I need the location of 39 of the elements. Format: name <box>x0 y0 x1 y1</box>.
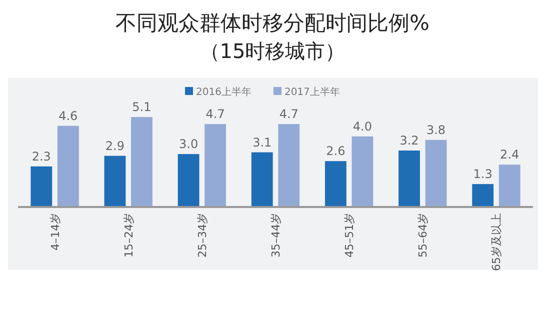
data-label: 5.1 <box>132 100 152 114</box>
data-label: 2.4 <box>500 148 520 162</box>
bar <box>251 152 273 207</box>
bar <box>278 124 300 207</box>
data-label: 4.6 <box>58 108 78 123</box>
legend-label: 2016上半年 <box>196 86 252 98</box>
data-label: 3.0 <box>179 137 198 152</box>
bar <box>204 124 226 207</box>
x-tick-label: 65岁及以上 <box>490 213 504 271</box>
legend-label: 2017上半年 <box>284 86 340 98</box>
data-label: 4.0 <box>352 119 372 134</box>
bar <box>131 117 152 207</box>
x-tick-label: 25–34岁 <box>196 213 209 258</box>
bar <box>398 150 420 207</box>
chart-subtitle: （15时移城市） <box>200 39 346 63</box>
chart-title: 不同观众群体时移分配时间比例% <box>116 11 430 35</box>
x-tick-label: 45–51岁 <box>343 213 356 258</box>
x-tick-label: 55–64岁 <box>416 213 430 258</box>
x-tick-label: 15–24岁 <box>122 213 136 258</box>
bar <box>352 136 374 207</box>
bar <box>178 154 200 207</box>
data-label: 3.8 <box>426 122 446 137</box>
x-tick-label: 4–14岁 <box>48 213 62 250</box>
bar <box>425 140 447 207</box>
x-tick-label: 35–44岁 <box>270 213 282 258</box>
data-label: 3.1 <box>252 135 272 150</box>
bar <box>472 184 494 207</box>
data-label: 2.6 <box>326 144 346 158</box>
data-label: 2.9 <box>105 138 125 153</box>
data-label: 1.3 <box>473 167 492 182</box>
bar <box>30 166 52 207</box>
bar <box>324 161 346 207</box>
data-label: 2.3 <box>32 149 51 164</box>
bar <box>57 126 79 207</box>
bar <box>104 156 126 207</box>
bar <box>498 164 520 207</box>
data-label: 3.2 <box>400 134 419 148</box>
data-label: 4.7 <box>206 107 225 122</box>
data-label: 4.7 <box>279 107 298 122</box>
